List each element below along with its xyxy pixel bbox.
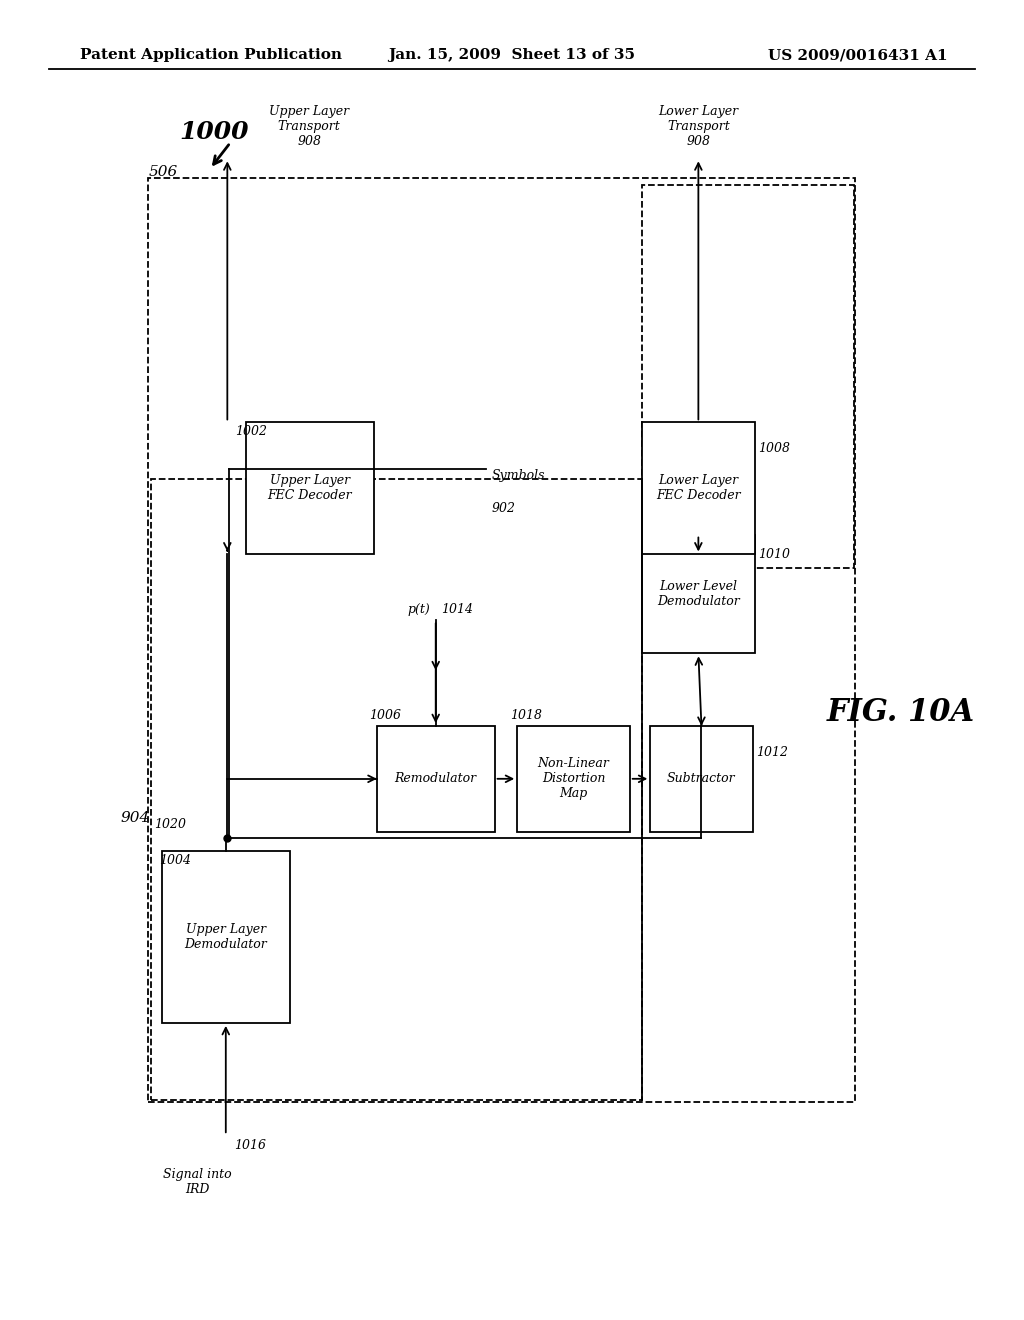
Text: US 2009/0016431 A1: US 2009/0016431 A1 (768, 49, 947, 62)
Text: FIG. 10A: FIG. 10A (827, 697, 975, 729)
Text: 1004: 1004 (159, 854, 190, 867)
Text: Upper Layer
Demodulator: Upper Layer Demodulator (184, 923, 267, 952)
Text: Lower Level
Demodulator: Lower Level Demodulator (657, 579, 739, 609)
FancyBboxPatch shape (642, 535, 755, 653)
FancyBboxPatch shape (377, 726, 495, 832)
Text: p(t): p(t) (408, 603, 430, 616)
Text: Lower Layer
FEC Decoder: Lower Layer FEC Decoder (656, 474, 740, 503)
FancyBboxPatch shape (162, 851, 290, 1023)
Text: 904: 904 (121, 812, 151, 825)
Text: 902: 902 (492, 502, 515, 515)
Text: 1018: 1018 (510, 709, 542, 722)
Text: 1016: 1016 (233, 1139, 266, 1152)
Text: Upper Layer
Transport
908: Upper Layer Transport 908 (269, 104, 349, 148)
FancyBboxPatch shape (642, 422, 755, 554)
Text: Remodulator: Remodulator (394, 772, 477, 785)
Text: Lower Layer
Transport
908: Lower Layer Transport 908 (658, 104, 738, 148)
Text: 1000: 1000 (179, 120, 249, 144)
Text: Signal into
IRD: Signal into IRD (163, 1168, 231, 1196)
Text: 1006: 1006 (369, 709, 400, 722)
FancyBboxPatch shape (246, 422, 374, 554)
Text: Jan. 15, 2009  Sheet 13 of 35: Jan. 15, 2009 Sheet 13 of 35 (388, 49, 636, 62)
FancyBboxPatch shape (517, 726, 630, 832)
Text: Symbols: Symbols (492, 469, 545, 482)
Text: 1010: 1010 (758, 548, 790, 561)
Text: 1014: 1014 (440, 603, 473, 616)
Text: 1002: 1002 (236, 425, 267, 438)
Text: 1008: 1008 (758, 442, 790, 455)
Text: Subtractor: Subtractor (667, 772, 736, 785)
FancyBboxPatch shape (650, 726, 753, 832)
Text: Upper Layer
FEC Decoder: Upper Layer FEC Decoder (267, 474, 352, 503)
Text: Non-Linear
Distortion
Map: Non-Linear Distortion Map (538, 758, 609, 800)
Text: 1012: 1012 (756, 746, 787, 759)
Text: 1020: 1020 (155, 818, 186, 832)
Text: 506: 506 (148, 165, 178, 178)
Text: Patent Application Publication: Patent Application Publication (80, 49, 342, 62)
